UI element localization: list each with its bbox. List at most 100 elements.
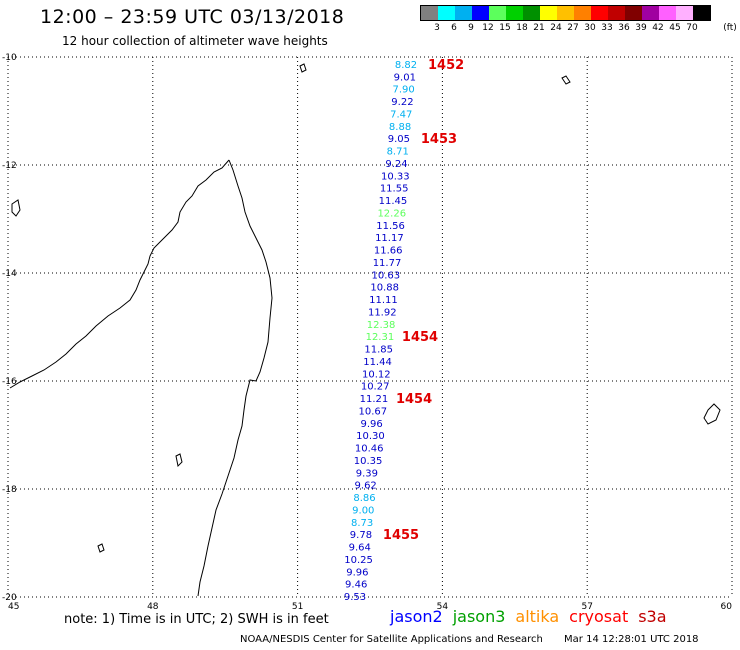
longitude-tick-label: 45	[8, 602, 19, 612]
map-title: 12:00 – 23:59 UTC 03/13/2018	[40, 6, 345, 28]
wave-height-reading: 12.38	[367, 320, 396, 331]
color-scale-swatch	[574, 6, 591, 20]
satellite-legend-item: cryosat	[569, 607, 629, 626]
color-scale-label: 6	[451, 23, 457, 33]
color-scale-swatch	[455, 6, 472, 20]
island-outline	[11, 199, 21, 217]
island-outline	[561, 75, 571, 85]
color-scale-unit: (ft)	[723, 23, 737, 33]
color-scale-label: 3	[434, 23, 440, 33]
wave-height-reading: 10.30	[356, 431, 385, 442]
wave-height-reading: 9.46	[345, 580, 367, 591]
wave-height-reading: 9.78	[350, 530, 372, 541]
color-scale-swatch	[693, 6, 710, 20]
footnote: note: 1) Time is in UTC; 2) SWH is in fe…	[64, 612, 329, 627]
wave-height-reading: 11.44	[363, 357, 392, 368]
latitude-tick-label: -12	[2, 161, 17, 171]
island-outline	[175, 453, 183, 468]
wave-height-reading: 8.86	[353, 493, 375, 504]
wave-height-reading: 11.45	[379, 196, 408, 207]
longitude-tick-label: 48	[147, 602, 159, 612]
color-scale-swatch	[642, 6, 659, 20]
wave-height-reading: 7.90	[392, 85, 414, 96]
latitude-labels: -10 -12 -14 -16 -18 -20	[2, 53, 17, 603]
wave-height-reading: 9.53	[344, 592, 366, 603]
pass-time-label: 1454	[396, 392, 432, 407]
map-subtitle: 12 hour collection of altimeter wave hei…	[62, 34, 328, 48]
wave-height-reading: 9.24	[385, 159, 407, 170]
wave-height-reading: 8.73	[351, 518, 373, 529]
wave-height-reading: 9.01	[394, 72, 416, 83]
longitude-labels: 45 48 51 54 57 60	[8, 602, 732, 612]
color-scale-swatches	[420, 5, 711, 21]
wave-height-reading: 8.82	[395, 60, 417, 71]
color-scale-swatch	[625, 6, 642, 20]
wave-height-reading: 10.25	[344, 555, 373, 566]
color-scale-label: 18	[516, 23, 528, 33]
color-scale-label: 33	[601, 23, 613, 33]
wave-height-reading: 11.66	[374, 246, 403, 257]
latitude-tick-label: -16	[2, 377, 17, 387]
wave-height-reading: 10.63	[372, 270, 401, 281]
wave-height-reading: 11.85	[364, 345, 393, 356]
credit-text: NOAA/NESDIS Center for Satellite Applica…	[240, 634, 543, 645]
color-scale-swatch	[472, 6, 489, 20]
wave-height-reading: 9.39	[356, 468, 378, 479]
island-outline	[97, 543, 105, 553]
longitude-tick-label: 60	[721, 602, 733, 612]
color-scale-label: 27	[567, 23, 579, 33]
wave-height-reading: 10.46	[355, 444, 384, 455]
color-scale-label: 21	[533, 23, 545, 33]
wave-height-reading: 9.00	[352, 505, 374, 516]
longitude-tick-label: 54	[437, 602, 449, 612]
wave-height-reading: 10.35	[354, 456, 383, 467]
wave-height-reading: 9.05	[388, 134, 410, 145]
latitude-tick-label: -20	[2, 593, 17, 603]
wave-height-reading: 11.55	[380, 184, 409, 195]
pass-time-labels: 1452 1453 1454 1454 1455	[383, 58, 464, 543]
latitude-tick-label: -18	[2, 485, 17, 495]
color-scale-label: 70	[686, 23, 698, 33]
color-scale-swatch	[489, 6, 506, 20]
satellite-legend-item: s3a	[638, 607, 667, 626]
color-scale-swatch	[591, 6, 608, 20]
longitude-tick-label: 51	[292, 602, 303, 612]
color-scale-label: 39	[635, 23, 647, 33]
longitude-tick-label: 57	[581, 602, 592, 612]
color-scale-swatch	[421, 6, 438, 20]
wave-height-reading: 8.88	[389, 122, 411, 133]
graticule	[7, 56, 733, 598]
credit-footer: NOAA/NESDIS Center for Satellite Applica…	[240, 634, 699, 645]
color-scale-swatch	[506, 6, 523, 20]
satellite-legend-item: jason2	[390, 607, 443, 626]
altimeter-track: 8.829.017.909.227.478.889.058.719.2410.3…	[344, 60, 417, 603]
island-outline	[299, 63, 307, 73]
color-scale-label: 15	[499, 23, 511, 33]
wave-height-reading: 10.33	[381, 171, 410, 182]
wave-height-reading: 7.47	[390, 109, 412, 120]
color-scale-legend: (ft) 3 6 9 12 15 18 21 24 27 30 33 36 39 42 45 70	[420, 5, 737, 35]
satellite-legend-item: altika	[515, 607, 560, 626]
color-scale-label: 24	[550, 23, 562, 33]
wave-height-reading: 11.21	[360, 394, 389, 405]
latitude-tick-label: -14	[2, 269, 17, 279]
color-scale-swatch	[523, 6, 540, 20]
wave-height-reading: 11.17	[375, 233, 404, 244]
color-scale-swatch	[676, 6, 693, 20]
pass-time-label: 1455	[383, 528, 419, 543]
generated-timestamp: Mar 14 12:28:01 UTC 2018	[564, 634, 699, 645]
wave-height-reading: 12.26	[377, 208, 406, 219]
color-scale-label: 12	[482, 23, 494, 33]
wave-height-reading: 9.96	[346, 567, 368, 578]
color-scale-swatch	[438, 6, 455, 20]
color-scale-labels: (ft) 3 6 9 12 15 18 21 24 27 30 33 36 39 42 45 70	[420, 21, 737, 35]
wave-height-reading: 11.77	[373, 258, 402, 269]
color-scale-label: 42	[652, 23, 664, 33]
color-scale-swatch	[608, 6, 625, 20]
color-scale-swatch	[659, 6, 676, 20]
madagascar-coastline	[197, 159, 273, 597]
wave-height-reading: 12.31	[366, 332, 395, 343]
africa-coastline	[9, 159, 230, 389]
wave-height-reading: 10.67	[358, 406, 387, 417]
